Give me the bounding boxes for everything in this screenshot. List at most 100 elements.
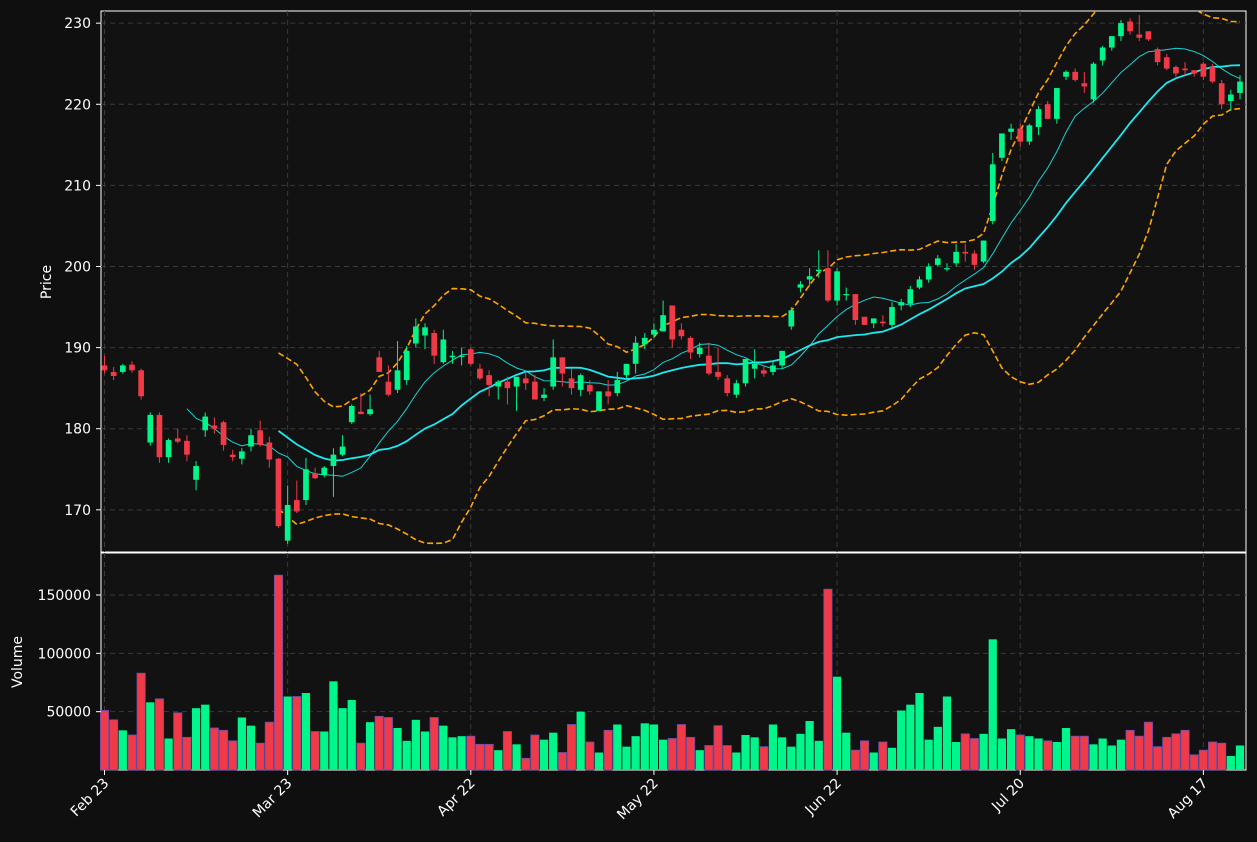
candle (733, 380, 740, 398)
volume-bar (622, 746, 631, 770)
volume-bar (924, 739, 933, 770)
candle-body (184, 440, 190, 455)
candle-body (293, 500, 300, 512)
volume-bar (850, 749, 860, 771)
volume-bar (420, 731, 430, 770)
candle (477, 363, 483, 381)
candle (834, 268, 840, 306)
volume-bar (649, 724, 659, 770)
volume-tick-label: 50000 (46, 705, 91, 721)
candle-body (999, 133, 1005, 158)
volume-bar (1015, 734, 1025, 771)
candle (174, 428, 181, 444)
volume-bar (860, 740, 870, 771)
volume-bar (594, 752, 604, 770)
volume-bar (429, 717, 439, 771)
candle (312, 467, 318, 480)
candle (1118, 19, 1124, 42)
candle-body (907, 289, 914, 304)
candle (376, 350, 383, 372)
candle-body (696, 347, 703, 355)
candle-body (321, 467, 328, 475)
candle-body (229, 454, 236, 458)
volume-bar (457, 736, 466, 770)
candle (861, 316, 868, 325)
volume-bar (1134, 735, 1144, 771)
candle-body (101, 365, 108, 371)
candle-body (623, 363, 630, 376)
candle (1035, 105, 1042, 136)
candle-body (934, 258, 941, 265)
candle-body (916, 279, 923, 288)
candle-body (724, 378, 731, 394)
volume-bar (576, 711, 585, 770)
volume-bar (1098, 738, 1107, 770)
candle (257, 420, 264, 447)
candle-body (147, 414, 154, 443)
volume-bar (1143, 721, 1153, 771)
candle-body (751, 363, 758, 369)
candle (147, 412, 154, 446)
candle (1200, 62, 1207, 80)
candle-body (367, 409, 373, 415)
candle (348, 404, 355, 424)
candle-body (266, 442, 273, 460)
volume-bar (631, 736, 640, 770)
candle (825, 250, 831, 303)
candle (422, 323, 428, 350)
candle-body (614, 380, 621, 394)
candle (303, 457, 309, 505)
volume-bar (502, 731, 512, 771)
candle (706, 342, 712, 376)
candle-body (284, 504, 291, 541)
volume-bar (805, 721, 814, 770)
candle (239, 448, 245, 465)
candle (403, 345, 410, 385)
volume-bar (686, 736, 696, 771)
volume-bar (566, 724, 577, 771)
candle-body (477, 368, 483, 379)
candle-body (129, 364, 135, 371)
candle-body (220, 422, 227, 445)
candle-body (861, 316, 868, 325)
candle-body (880, 321, 886, 324)
candle (522, 371, 529, 390)
volume-bar (539, 739, 549, 770)
candle-body (925, 266, 932, 280)
price-tick-label: 170 (64, 503, 91, 519)
candle-body (1026, 125, 1033, 142)
volume-bar (1052, 742, 1061, 770)
volume-bar (1198, 749, 1208, 771)
volume-bar (768, 724, 778, 770)
candle (880, 315, 886, 327)
volume-bar (878, 741, 888, 771)
candle (431, 329, 438, 364)
candle (449, 350, 456, 364)
candle-body (1136, 34, 1143, 38)
volume-bar (969, 738, 979, 771)
candle (596, 391, 602, 411)
candle-body (449, 355, 456, 358)
candle-body (303, 469, 309, 501)
volume-bar (383, 717, 393, 771)
candle (413, 318, 419, 348)
candle-body (1154, 49, 1161, 63)
candle-body (174, 438, 181, 442)
candle (889, 302, 895, 329)
volume-bar (942, 696, 952, 770)
price-tick-label: 190 (64, 341, 91, 357)
volume-bar (246, 725, 256, 770)
candle-body (815, 269, 822, 272)
candle-body (431, 333, 438, 356)
volume-bar (658, 739, 668, 770)
volume-bar (1208, 741, 1218, 771)
candle (925, 263, 932, 283)
candle-body (1191, 70, 1198, 74)
candle (1099, 45, 1106, 66)
candle (852, 294, 859, 325)
candle-body (1127, 21, 1133, 32)
candle-body (669, 305, 676, 340)
volume-bar (154, 698, 164, 771)
bollinger-bands (277, 11, 1241, 545)
candle (367, 394, 373, 416)
